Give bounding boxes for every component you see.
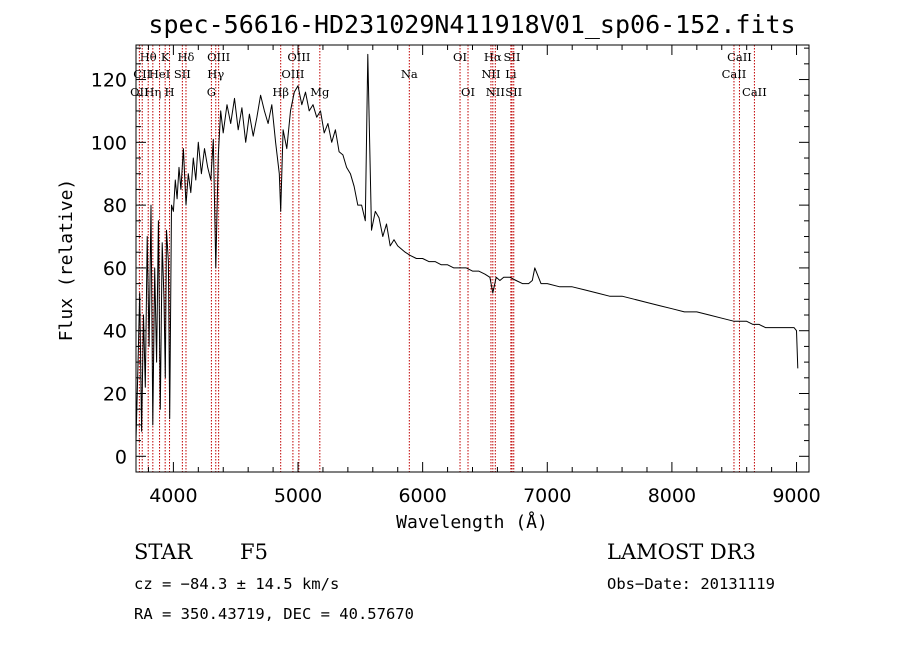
line-label-20: NII xyxy=(481,67,500,81)
survey-name: LAMOST DR3 xyxy=(607,540,756,564)
y-axis-ticks: 0 20 40 60 80 100 120 xyxy=(91,47,809,468)
line-label-24: SII xyxy=(505,85,522,99)
line-label-10: Hγ xyxy=(207,67,224,81)
spectrum-series-line xyxy=(135,53,799,441)
chart-title: spec-56616-HD231029N411918V01_sp06-152.f… xyxy=(148,10,795,39)
line-label-17: OI xyxy=(453,50,467,64)
x-tick-label-5: 9000 xyxy=(772,485,820,507)
line-label-11: G xyxy=(207,85,216,99)
line-label-7: SII xyxy=(174,67,191,81)
x-axis-ticks: 4000 5000 6000 7000 8000 9000 xyxy=(147,45,821,507)
redshift-velocity: cz = −84.3 ± 14.5 km/s xyxy=(134,575,339,593)
y-tick-label-1: 20 xyxy=(103,384,127,406)
line-label-4: HeI xyxy=(149,67,170,81)
line-label-13: OIII xyxy=(287,50,310,64)
y-tick-label-4: 80 xyxy=(103,195,127,217)
y-tick-label-2: 40 xyxy=(103,321,127,343)
coordinates: RA = 350.43719, DEC = 40.57670 xyxy=(134,605,414,623)
y-tick-label-6: 120 xyxy=(91,70,127,92)
line-label-15: Mg xyxy=(310,85,330,99)
line-label-5: K xyxy=(161,50,170,64)
line-label-9: OIII xyxy=(207,50,230,64)
line-label-2: OII xyxy=(130,85,149,99)
y-tick-label-3: 60 xyxy=(103,258,127,280)
x-tick-label-0: 4000 xyxy=(149,485,197,507)
line-label-22: SII xyxy=(504,50,521,64)
line-label-1: CII xyxy=(133,67,151,81)
x-tick-label-4: 8000 xyxy=(648,485,696,507)
object-class: STAR xyxy=(134,540,193,564)
line-label-3: Hη xyxy=(144,85,161,99)
line-label-6: H xyxy=(165,85,175,99)
line-label-25: CaII xyxy=(727,50,752,64)
object-subclass: F5 xyxy=(240,540,268,564)
x-tick-label-2: 6000 xyxy=(398,485,446,507)
line-label-27: CaII xyxy=(742,85,767,99)
x-axis-label: Wavelength (Å) xyxy=(396,511,548,533)
x-tick-label-1: 5000 xyxy=(274,485,322,507)
x-tick-label-3: 7000 xyxy=(523,485,571,507)
line-label-14: OIII xyxy=(281,67,304,81)
line-label-8: Hδ xyxy=(177,50,194,64)
line-label-19: Hα xyxy=(484,50,502,64)
plot-frame xyxy=(135,44,810,473)
line-label-26: CaII xyxy=(722,67,747,81)
line-label-16: Na xyxy=(401,67,418,81)
y-axis-label: Flux (relative) xyxy=(56,179,77,342)
line-label-21: NII xyxy=(486,85,505,99)
observation-date: Obs−Date: 20131119 xyxy=(607,575,775,593)
y-tick-label-0: 0 xyxy=(115,446,127,468)
line-label-12: Hβ xyxy=(272,85,289,99)
line-label-23: Li xyxy=(505,67,517,81)
y-tick-label-5: 100 xyxy=(91,132,127,154)
line-label-18: OI xyxy=(461,85,475,99)
